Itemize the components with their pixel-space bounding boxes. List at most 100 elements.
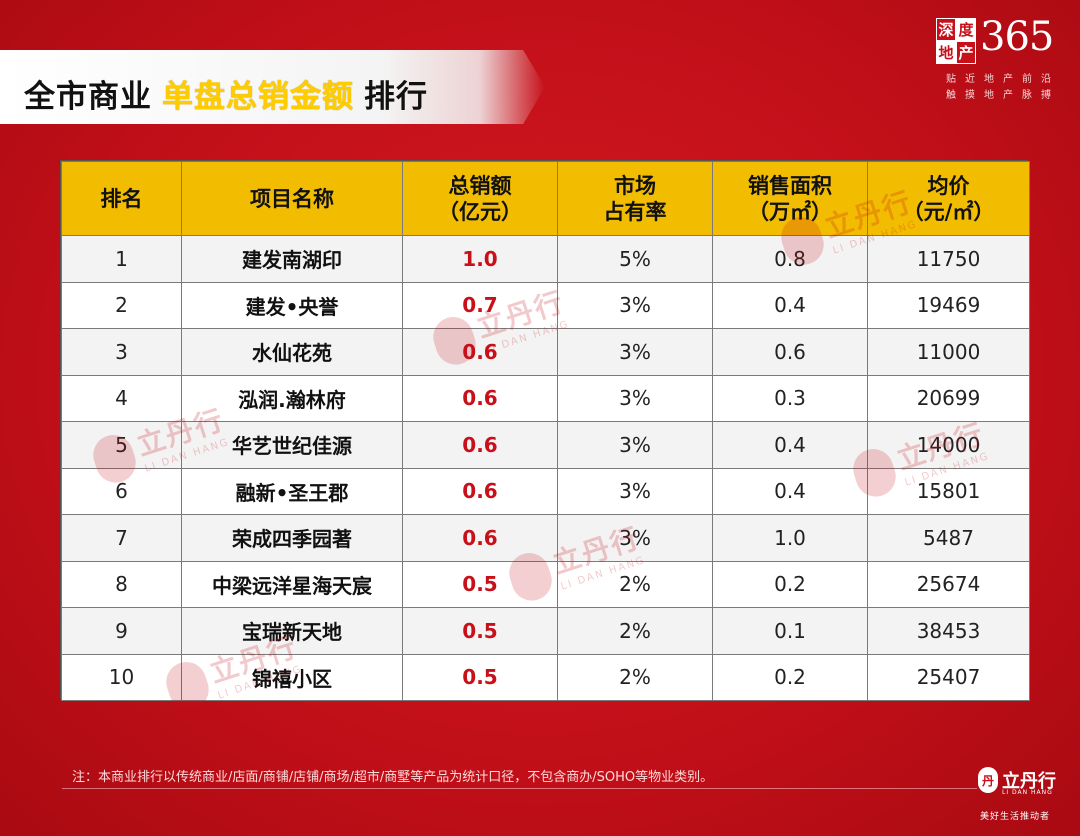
- cell-rank: 9: [61, 607, 182, 655]
- cell-rank: 5: [61, 421, 182, 469]
- cell-sales: 0.6: [402, 328, 558, 376]
- table-header-row: 排名 项目名称 总销额 （亿元） 市场 占有率 销售面积 （万㎡） 均价 （元/…: [61, 161, 1030, 236]
- cell-share: 2%: [557, 653, 713, 701]
- title-part-3: 排行: [364, 78, 428, 115]
- title-banner: [0, 50, 545, 124]
- header-sales: 总销额 （亿元）: [402, 161, 558, 236]
- table-row: 4 泓润.瀚林府 0.6 3% 0.3 20699: [61, 374, 1030, 422]
- cell-area: 0.3: [712, 374, 868, 422]
- cell-project: 荣成四季园著: [181, 514, 403, 562]
- cell-area: 0.8: [712, 235, 868, 283]
- cell-price: 25407: [867, 653, 1030, 701]
- cell-project: 建发南湖印: [181, 235, 403, 283]
- table-row: 3 水仙花苑 0.6 3% 0.6 11000: [61, 328, 1030, 376]
- cell-sales: 0.6: [402, 374, 558, 422]
- cell-rank: 1: [61, 235, 182, 283]
- logo-char: 产: [956, 41, 976, 64]
- cell-price: 25674: [867, 560, 1030, 608]
- cell-share: 2%: [557, 607, 713, 655]
- logo-char: 度: [956, 18, 976, 41]
- cell-share: 3%: [557, 421, 713, 469]
- title-part-2-highlight: 单盘总销金额: [162, 78, 354, 115]
- logo-char: 深: [936, 18, 956, 41]
- cell-area: 0.4: [712, 281, 868, 329]
- logo-slogan-2: 触摸地产脉搏: [946, 90, 1060, 101]
- cell-price: 11000: [867, 328, 1030, 376]
- cell-share: 3%: [557, 467, 713, 515]
- cell-share: 3%: [557, 514, 713, 562]
- footer-divider: [62, 788, 977, 789]
- logo-char: 地: [936, 41, 956, 64]
- lidanhang-logo: 丹 立丹行 LI DAN HANG 美好生活推动者: [978, 765, 1058, 825]
- cell-rank: 4: [61, 374, 182, 422]
- cell-sales: 0.6: [402, 467, 558, 515]
- table-row: 2 建发•央誉 0.7 3% 0.4 19469: [61, 281, 1030, 329]
- lidanhang-seal-icon: 丹: [978, 767, 998, 793]
- cell-project: 融新•圣王郡: [181, 467, 403, 515]
- cell-price: 15801: [867, 467, 1030, 515]
- table-row: 1 建发南湖印 1.0 5% 0.8 11750: [61, 235, 1030, 283]
- cell-sales: 1.0: [402, 235, 558, 283]
- cell-share: 5%: [557, 235, 713, 283]
- table-row: 6 融新•圣王郡 0.6 3% 0.4 15801: [61, 467, 1030, 515]
- header-rank: 排名: [61, 161, 182, 236]
- cell-project: 水仙花苑: [181, 328, 403, 376]
- cell-price: 5487: [867, 514, 1030, 562]
- cell-rank: 10: [61, 653, 182, 701]
- cell-sales: 0.5: [402, 560, 558, 608]
- cell-project: 建发•央誉: [181, 281, 403, 329]
- cell-share: 3%: [557, 374, 713, 422]
- table-row: 5 华艺世纪佳源 0.6 3% 0.4 14000: [61, 421, 1030, 469]
- cell-project: 宝瑞新天地: [181, 607, 403, 655]
- cell-area: 0.2: [712, 560, 868, 608]
- cell-project: 中梁远洋星海天宸: [181, 560, 403, 608]
- table-row: 9 宝瑞新天地 0.5 2% 0.1 38453: [61, 607, 1030, 655]
- logo-slogan-1: 贴近地产前沿: [946, 74, 1060, 85]
- cell-share: 3%: [557, 281, 713, 329]
- cell-price: 14000: [867, 421, 1030, 469]
- header-share: 市场 占有率: [557, 161, 713, 236]
- cell-sales: 0.7: [402, 281, 558, 329]
- cell-price: 11750: [867, 235, 1030, 283]
- cell-sales: 0.6: [402, 514, 558, 562]
- cell-price: 20699: [867, 374, 1030, 422]
- table-row: 8 中梁远洋星海天宸 0.5 2% 0.2 25674: [61, 560, 1030, 608]
- cell-area: 0.6: [712, 328, 868, 376]
- cell-area: 0.1: [712, 607, 868, 655]
- cell-price: 19469: [867, 281, 1030, 329]
- cell-rank: 8: [61, 560, 182, 608]
- footnote: 注：本商业排行以传统商业/店面/商铺/店铺/商场/超市/商墅等产品为统计口径，不…: [72, 770, 714, 785]
- logo-box: 深 度 地 产: [936, 18, 976, 64]
- cell-area: 0.4: [712, 421, 868, 469]
- cell-project: 华艺世纪佳源: [181, 421, 403, 469]
- ranking-table: 排名 项目名称 总销额 （亿元） 市场 占有率 销售面积 （万㎡） 均价 （元/…: [61, 161, 1030, 701]
- lidanhang-name: 立丹行: [1002, 771, 1056, 792]
- cell-rank: 3: [61, 328, 182, 376]
- header-area: 销售面积 （万㎡）: [712, 161, 868, 236]
- lidanhang-english: LI DAN HANG: [1002, 789, 1053, 796]
- cell-area: 0.2: [712, 653, 868, 701]
- title-part-1: 全市商业: [24, 78, 152, 115]
- cell-rank: 6: [61, 467, 182, 515]
- logo-number: 365: [980, 14, 1054, 60]
- cell-share: 2%: [557, 560, 713, 608]
- cell-sales: 0.5: [402, 653, 558, 701]
- lidanhang-slogan: 美好生活推动者: [980, 812, 1051, 822]
- cell-sales: 0.5: [402, 607, 558, 655]
- table-row: 7 荣成四季园著 0.6 3% 1.0 5487: [61, 514, 1030, 562]
- cell-project: 泓润.瀚林府: [181, 374, 403, 422]
- shendu-365-logo: 深 度 地 产 365 贴近地产前沿 触摸地产脉搏: [936, 14, 1066, 101]
- header-project: 项目名称: [181, 161, 403, 236]
- cell-price: 38453: [867, 607, 1030, 655]
- cell-sales: 0.6: [402, 421, 558, 469]
- page-title: 全市商业 单盘总销金额 排行: [24, 73, 428, 115]
- table-row: 10 锦禧小区 0.5 2% 0.2 25407: [61, 653, 1030, 701]
- cell-area: 1.0: [712, 514, 868, 562]
- cell-share: 3%: [557, 328, 713, 376]
- ranking-table-container: 排名 项目名称 总销额 （亿元） 市场 占有率 销售面积 （万㎡） 均价 （元/…: [60, 160, 1030, 701]
- header-price: 均价 （元/㎡）: [867, 161, 1030, 236]
- cell-area: 0.4: [712, 467, 868, 515]
- cell-project: 锦禧小区: [181, 653, 403, 701]
- cell-rank: 7: [61, 514, 182, 562]
- cell-rank: 2: [61, 281, 182, 329]
